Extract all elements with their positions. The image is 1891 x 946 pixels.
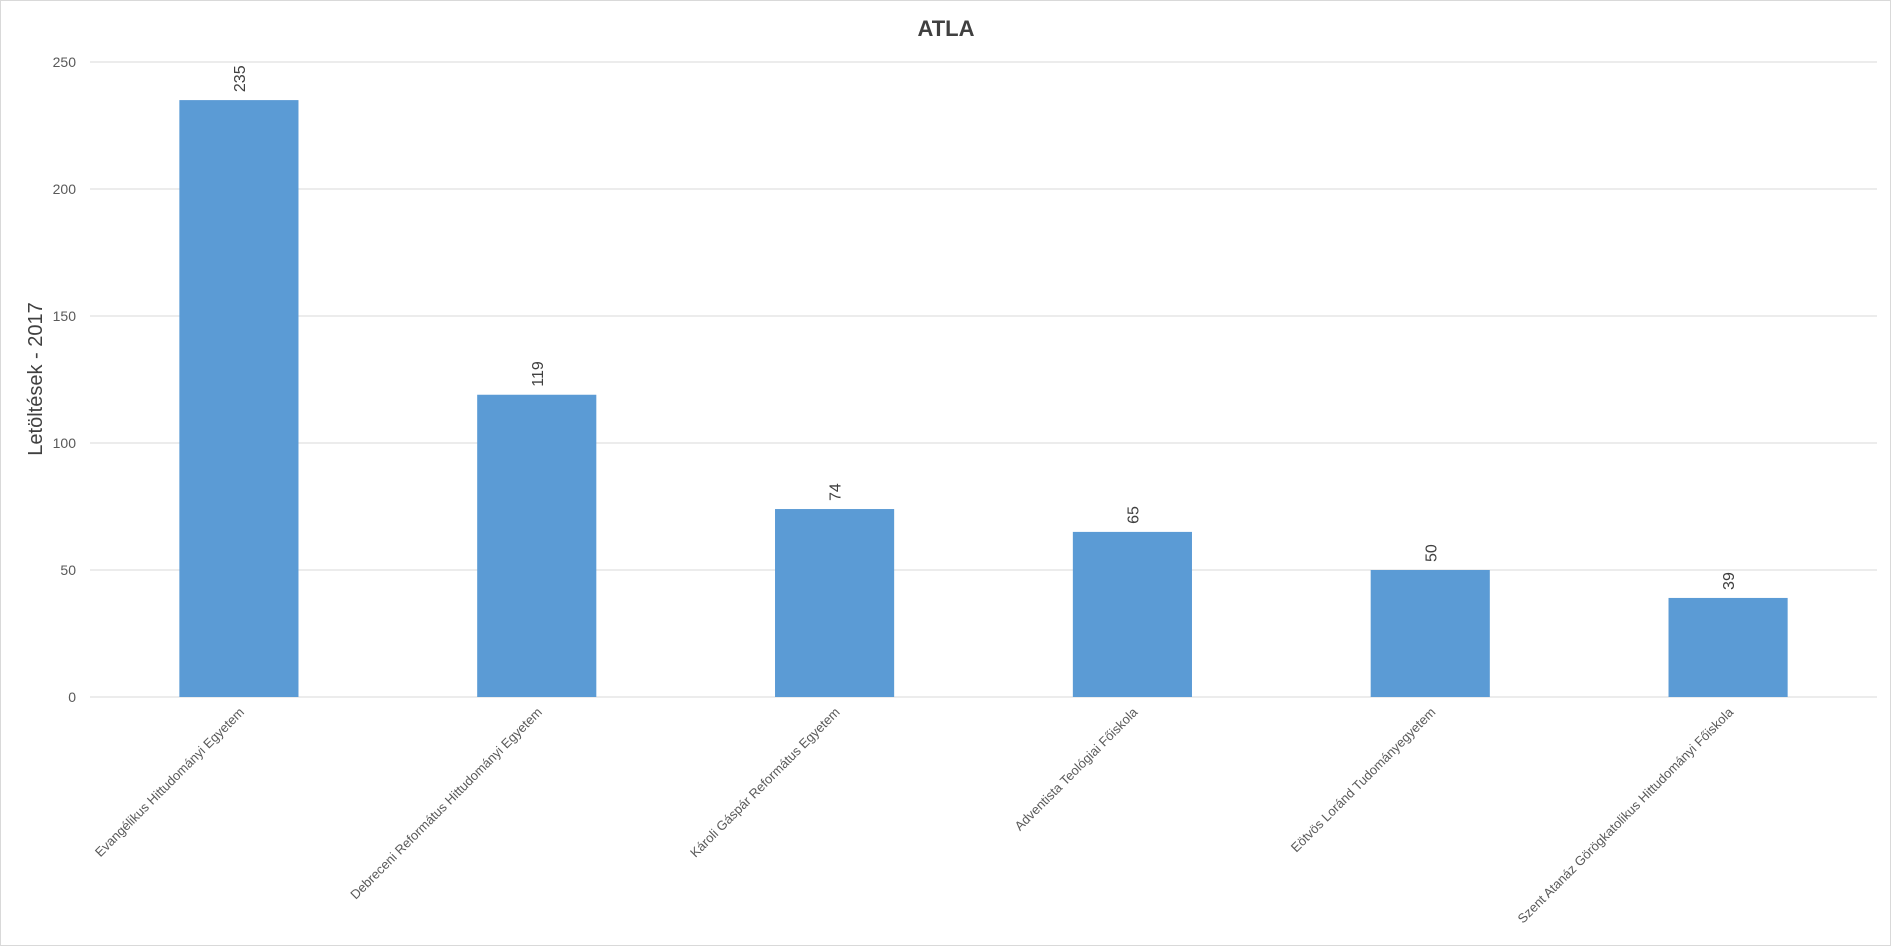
y-tick-label: 250: [53, 54, 77, 70]
x-axis-ticks: Evangélikus Hittudományi Egyetem Debrecen…: [92, 704, 1737, 926]
x-tick-label: Eötvös Loránd Tudományegyetem: [1288, 705, 1439, 856]
bars: [179, 100, 1788, 698]
y-tick-label: 150: [53, 308, 77, 324]
chart-title: ATLA: [917, 16, 974, 41]
x-tick-label: Adventista Teológiai Főiskola: [1012, 704, 1142, 834]
data-label: 65: [1125, 506, 1142, 524]
bar: [477, 394, 597, 697]
bar: [179, 100, 299, 698]
bar: [1072, 531, 1192, 697]
x-tick-label: Szent Atanáz Görögkatolikus Hittudományi…: [1515, 704, 1737, 926]
data-label: 50: [1423, 544, 1440, 562]
y-axis-ticks: 0 50 100 150 200 250: [53, 54, 77, 705]
bar: [775, 509, 895, 697]
data-label: 235: [232, 65, 249, 92]
gridlines: [90, 61, 1877, 698]
y-tick-label: 200: [53, 181, 77, 197]
x-tick-label: Károli Gáspár Református Egyetem: [687, 705, 843, 861]
y-tick-label: 0: [68, 689, 76, 705]
bar: [1668, 597, 1788, 697]
bar: [1370, 570, 1490, 697]
y-axis-label: Letöltések - 2017: [25, 302, 47, 455]
data-label: 74: [828, 483, 845, 501]
data-labels: 235 119 74 65 50 39: [232, 65, 1738, 590]
x-tick-label: Evangélikus Hittudományi Egyetem: [92, 705, 247, 860]
data-label: 119: [530, 361, 547, 387]
y-tick-label: 100: [53, 435, 77, 451]
x-tick-label: Debreceni Református Hittudományi Egyete…: [347, 705, 545, 903]
data-label: 39: [1721, 572, 1738, 590]
y-tick-label: 50: [60, 562, 76, 578]
